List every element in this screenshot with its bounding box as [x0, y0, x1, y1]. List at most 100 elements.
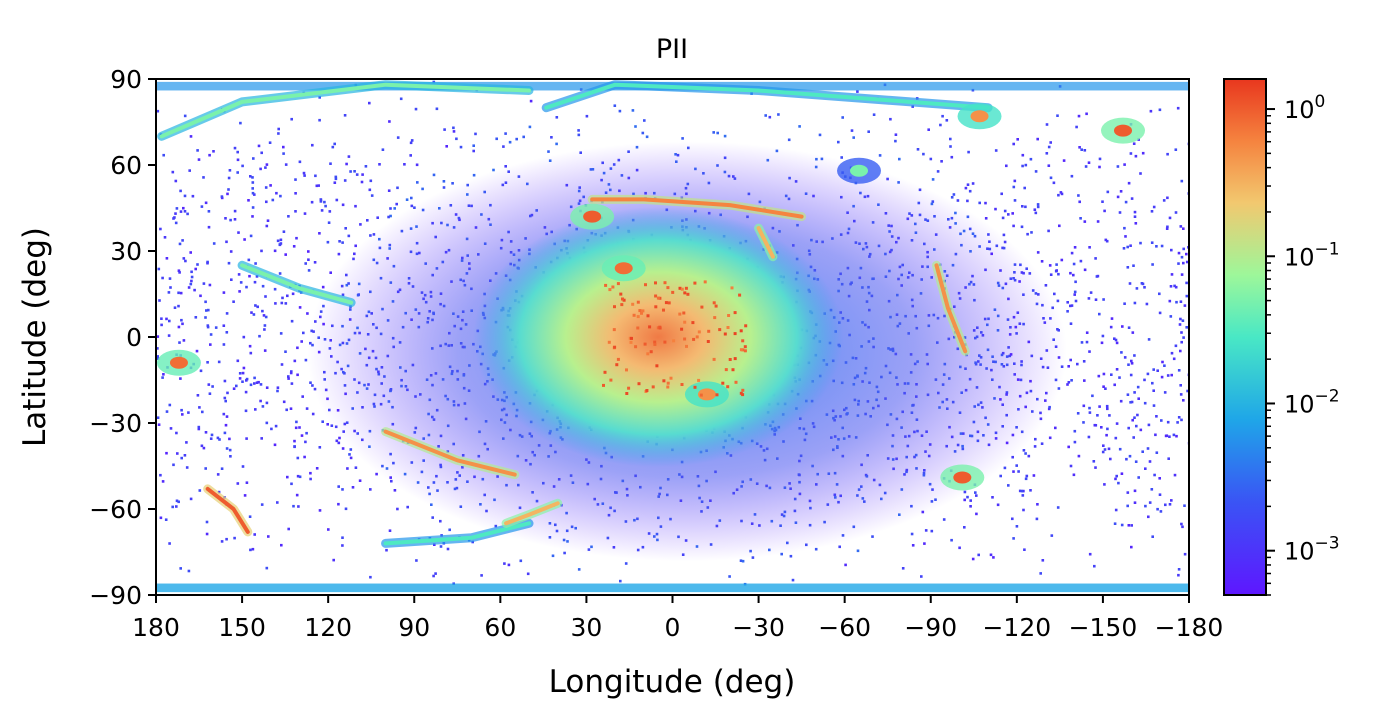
- density-pixel: [1045, 152, 1049, 155]
- density-pixel: [300, 434, 304, 437]
- density-pixel: [1093, 423, 1097, 427]
- density-pixel: [1137, 397, 1140, 400]
- density-pixel: [1177, 416, 1181, 419]
- density-pixel: [358, 479, 362, 482]
- density-pixel: [1182, 247, 1185, 251]
- density-pixel: [287, 527, 290, 531]
- density-pixel: [290, 370, 293, 373]
- density-pixel: [681, 137, 684, 140]
- density-pixel: [409, 154, 412, 157]
- density-pixel: [721, 381, 725, 385]
- density-pixel: [1078, 146, 1081, 149]
- density-pixel: [270, 427, 273, 431]
- density-pixel: [1114, 508, 1118, 512]
- density-pixel: [653, 342, 657, 346]
- density-pixel: [204, 201, 208, 205]
- density-pixel: [1087, 161, 1091, 164]
- density-pixel: [452, 126, 455, 130]
- density-pixel: [1056, 299, 1060, 303]
- density-pixel: [251, 191, 255, 195]
- density-pixel: [678, 312, 682, 316]
- density-pixel: [838, 545, 841, 549]
- density-pixel: [1035, 517, 1039, 521]
- density-pixel: [1098, 405, 1101, 408]
- density-pixel: [1050, 534, 1054, 537]
- density-pixel: [1080, 341, 1084, 344]
- density-pixel: [1177, 251, 1181, 255]
- density-pixel: [1160, 375, 1164, 379]
- density-pixel: [686, 292, 690, 296]
- density-pixel: [309, 477, 312, 481]
- density-pixel: [1170, 351, 1174, 355]
- density-pixel: [399, 97, 403, 101]
- density-pixel: [1128, 282, 1132, 285]
- density-pixel: [261, 309, 264, 313]
- density-pixel: [613, 104, 617, 107]
- density-pixel: [222, 412, 226, 416]
- density-pixel: [585, 114, 589, 118]
- density-pixel: [212, 242, 216, 245]
- density-pixel: [252, 313, 256, 316]
- density-pixel: [1170, 273, 1174, 276]
- density-pixel: [375, 472, 378, 476]
- density-pixel: [222, 343, 226, 346]
- density-pixel: [1146, 447, 1150, 450]
- density-pixel: [159, 516, 163, 520]
- density-pixel: [338, 436, 341, 440]
- bulge-speckles: [602, 280, 748, 397]
- density-pixel: [1100, 341, 1104, 345]
- density-pixel: [275, 191, 278, 195]
- density-pixel: [208, 392, 212, 395]
- density-pixel: [282, 152, 285, 155]
- density-pixel: [243, 238, 246, 241]
- density-pixel: [1011, 517, 1014, 521]
- density-pixel: [317, 184, 320, 187]
- density-pixel: [235, 384, 238, 388]
- density-pixel: [712, 357, 716, 361]
- density-pixel: [1055, 263, 1058, 266]
- density-pixel: [474, 132, 477, 136]
- density-pixel: [160, 323, 163, 327]
- density-pixel: [1180, 179, 1184, 183]
- density-pixel: [173, 306, 177, 309]
- density-pixel: [1087, 297, 1091, 300]
- density-pixel: [503, 562, 506, 565]
- density-pixel: [1133, 489, 1137, 493]
- density-pixel: [519, 559, 523, 563]
- density-pixel: [940, 160, 943, 163]
- density-pixel: [963, 526, 966, 529]
- density-pixel: [284, 253, 287, 256]
- density-pixel: [1174, 148, 1178, 151]
- density-pixel: [172, 463, 175, 467]
- density-pixel: [315, 467, 319, 470]
- density-pixel: [287, 375, 290, 378]
- density-pixel: [1034, 211, 1038, 215]
- density-pixel: [693, 385, 697, 389]
- density-pixel: [629, 340, 633, 344]
- density-pixel: [1036, 203, 1040, 206]
- density-pixel: [1024, 452, 1027, 455]
- density-pixel: [1165, 227, 1169, 230]
- density-pixel: [495, 137, 498, 141]
- density-pixel: [236, 150, 239, 154]
- density-pixel: [389, 207, 392, 210]
- density-pixel: [547, 150, 550, 153]
- density-pixel: [307, 269, 311, 272]
- density-pixel: [182, 206, 185, 210]
- satellite-core: [697, 388, 716, 401]
- density-pixel: [369, 488, 372, 491]
- x-tick-label: −30: [732, 613, 785, 642]
- density-pixel: [1039, 572, 1042, 575]
- density-pixel: [1140, 282, 1144, 285]
- density-pixel: [195, 349, 199, 353]
- density-pixel: [284, 163, 288, 166]
- density-pixel: [640, 311, 643, 315]
- density-pixel: [252, 157, 255, 160]
- density-pixel: [492, 168, 495, 172]
- density-pixel: [1136, 385, 1140, 389]
- density-pixel: [260, 437, 263, 440]
- density-pixel: [212, 150, 215, 153]
- density-pixel: [1118, 376, 1121, 379]
- density-pixel: [1094, 298, 1098, 301]
